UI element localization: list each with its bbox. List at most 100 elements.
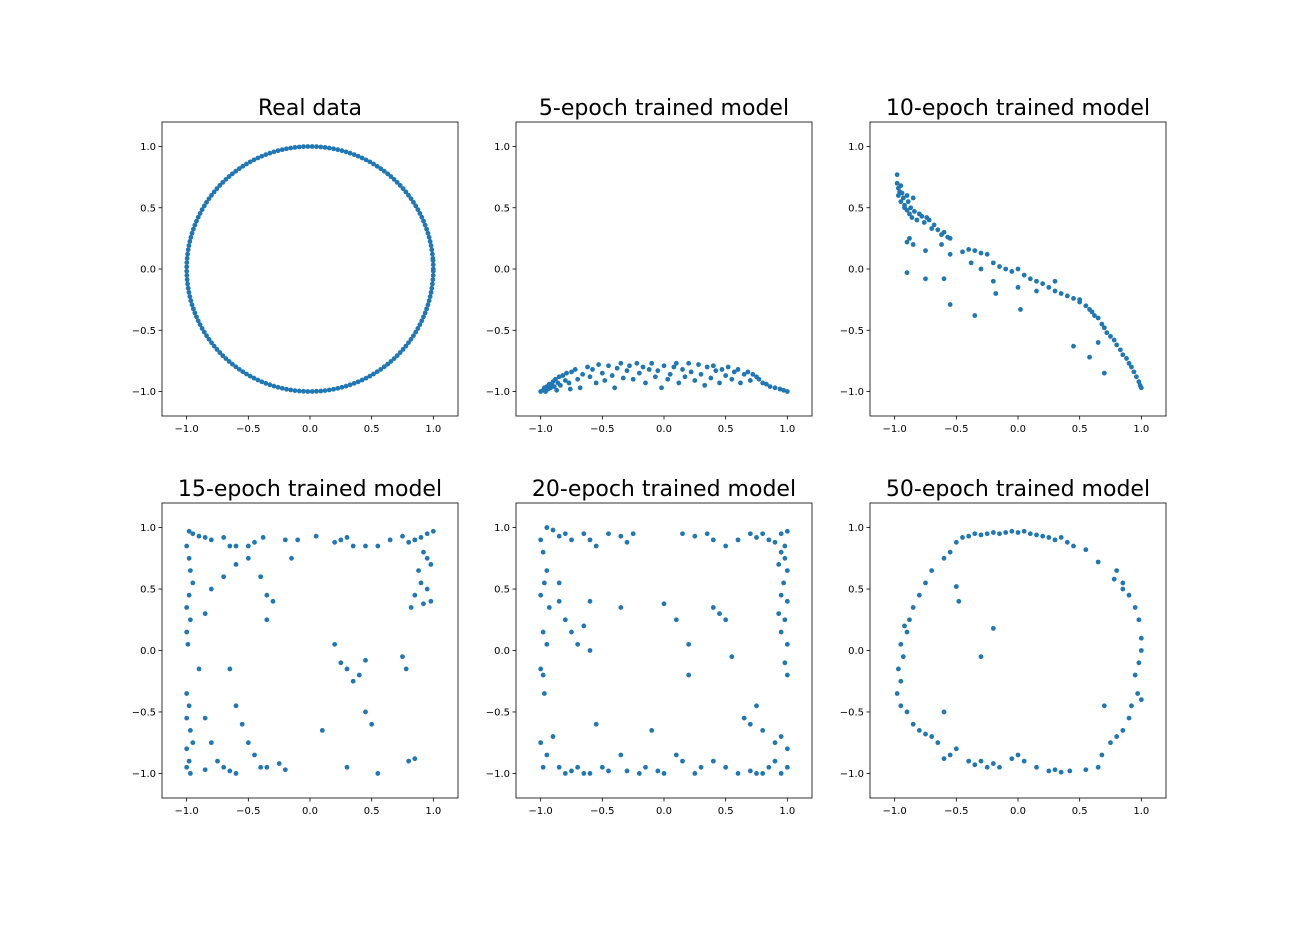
data-point xyxy=(990,530,996,535)
x-tick-label: 1.0 xyxy=(779,806,795,817)
x-tick-label: 0.0 xyxy=(302,806,318,817)
data-point xyxy=(692,533,698,539)
data-point xyxy=(301,144,306,150)
data-point xyxy=(335,385,341,391)
data-point xyxy=(1040,281,1046,287)
data-point xyxy=(229,171,235,177)
data-point xyxy=(428,562,434,567)
y-tick-label: 0.5 xyxy=(494,203,510,214)
data-point xyxy=(429,285,435,291)
data-point xyxy=(978,654,984,660)
data-point xyxy=(655,768,661,774)
data-point xyxy=(363,543,368,549)
data-point xyxy=(929,734,935,739)
data-point xyxy=(388,359,394,364)
data-point xyxy=(184,629,190,635)
data-point xyxy=(1104,330,1110,336)
data-point xyxy=(187,568,193,573)
data-point xyxy=(204,333,209,339)
data-point xyxy=(430,277,436,283)
data-point xyxy=(778,734,784,739)
data-point xyxy=(575,376,581,382)
data-point xyxy=(904,709,910,715)
data-point xyxy=(909,215,915,220)
data-point xyxy=(326,145,332,151)
data-point xyxy=(984,251,990,257)
data-point xyxy=(581,623,587,629)
data-point xyxy=(201,329,207,335)
data-point xyxy=(190,306,196,312)
data-point xyxy=(424,555,430,561)
data-point xyxy=(258,574,264,580)
data-point xyxy=(636,370,642,376)
data-point xyxy=(747,721,753,727)
data-point xyxy=(782,660,788,666)
data-point xyxy=(185,641,191,647)
data-point xyxy=(782,555,788,561)
data-point xyxy=(430,251,435,257)
data-point xyxy=(680,758,685,764)
data-point xyxy=(630,376,636,382)
data-point xyxy=(898,641,904,647)
data-point xyxy=(766,537,772,543)
data-point xyxy=(1095,315,1101,321)
data-point xyxy=(426,298,432,304)
data-point xyxy=(659,385,664,391)
x-tick-label: 0.5 xyxy=(364,806,380,817)
data-point xyxy=(343,149,349,155)
data-point xyxy=(419,318,425,324)
data-point xyxy=(935,740,941,746)
data-point xyxy=(577,385,583,391)
data-point xyxy=(421,314,426,320)
data-point xyxy=(359,377,365,383)
data-point xyxy=(239,721,245,727)
y-tick-label: 0.0 xyxy=(494,646,510,657)
data-point xyxy=(400,346,406,352)
data-point xyxy=(406,758,412,764)
data-point xyxy=(1095,340,1101,345)
data-point xyxy=(1087,354,1092,360)
data-point xyxy=(190,226,196,232)
data-point xyxy=(923,580,928,586)
data-point xyxy=(430,528,436,534)
data-point xyxy=(347,150,353,156)
data-point xyxy=(1034,532,1039,538)
data-point xyxy=(202,715,208,721)
data-point xyxy=(1134,374,1139,380)
data-point xyxy=(240,369,246,375)
x-tick-label: 0.5 xyxy=(1072,424,1088,435)
data-point xyxy=(916,728,922,733)
data-point xyxy=(233,364,239,370)
data-point xyxy=(612,385,618,391)
data-point xyxy=(184,268,190,274)
data-point xyxy=(421,601,426,607)
data-point xyxy=(428,289,434,295)
data-point xyxy=(187,728,193,733)
data-point xyxy=(215,758,220,764)
data-point xyxy=(267,150,273,156)
data-point xyxy=(602,378,608,383)
data-point xyxy=(735,367,741,372)
subplot-title: 50-epoch trained model xyxy=(886,477,1150,502)
data-point xyxy=(411,333,416,339)
data-point xyxy=(1126,360,1132,366)
data-point xyxy=(206,336,212,342)
data-point xyxy=(367,159,373,165)
data-point xyxy=(904,239,910,245)
subplot-4: −1.0 −0.5 0.0 0.5 1.0 −1.0 −0.5 0.0 0.5 1.0 15-epo… xyxy=(132,477,459,817)
data-point xyxy=(279,385,285,391)
y-tick-label: 1.0 xyxy=(848,523,864,534)
subplot-title: Real data xyxy=(258,96,362,121)
data-point xyxy=(553,376,558,382)
data-point xyxy=(784,641,790,647)
data-point xyxy=(192,222,198,228)
data-point xyxy=(1034,278,1039,284)
data-point xyxy=(926,217,932,223)
data-point xyxy=(895,193,901,198)
data-point xyxy=(1058,769,1064,775)
data-point xyxy=(264,592,270,598)
data-point xyxy=(202,611,208,617)
data-point xyxy=(772,539,778,545)
data-point xyxy=(319,728,325,733)
